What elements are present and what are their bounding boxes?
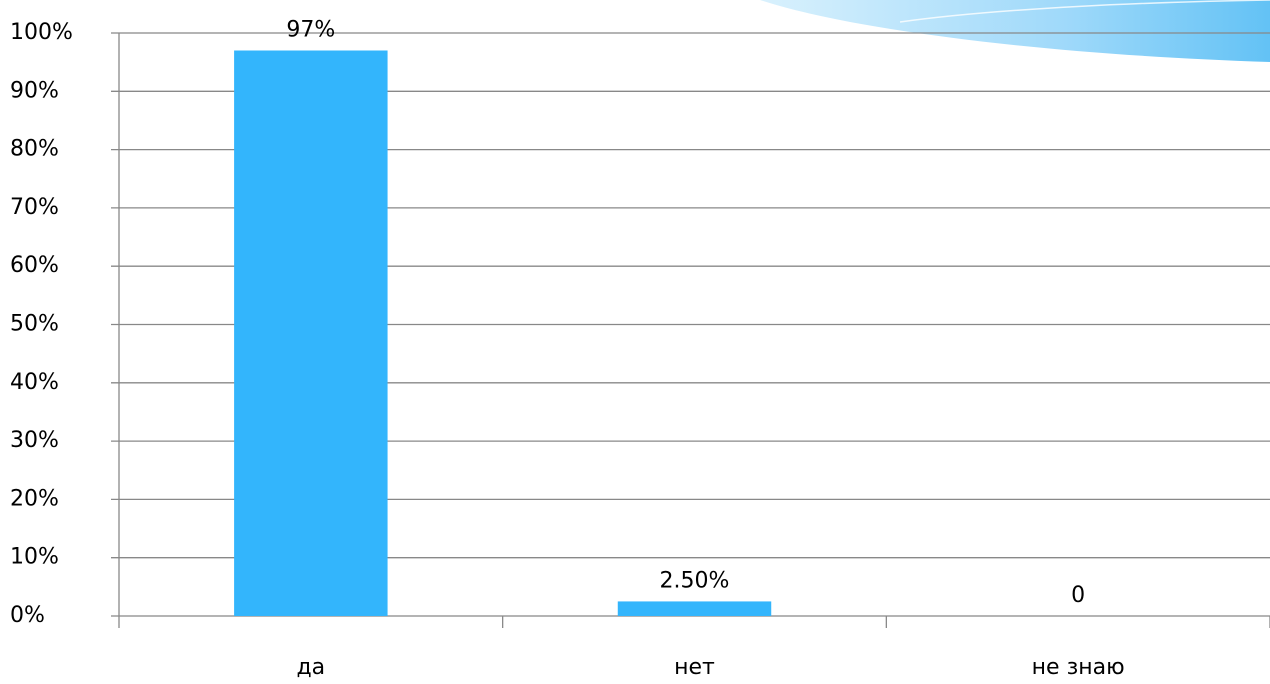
y-tick-label: 70% [10, 195, 59, 220]
data-label: 97% [286, 17, 335, 42]
y-tick-label: 50% [10, 312, 59, 337]
y-tick-label: 20% [10, 486, 59, 511]
y-tick-label: 90% [10, 78, 59, 103]
data-label: 2.50% [660, 568, 730, 593]
y-tick-label: 0% [10, 603, 45, 628]
y-tick-label: 10% [10, 545, 59, 570]
x-tick-label: не знаю [1032, 655, 1125, 680]
x-tick-label: нет [674, 655, 715, 680]
data-label: 0 [1071, 583, 1085, 608]
y-tick-label: 60% [10, 253, 59, 278]
y-tick-label: 40% [10, 370, 59, 395]
decoration [760, 0, 1270, 62]
decoration-line [899, 0, 1270, 23]
bar [617, 601, 772, 616]
y-tick-label: 100% [10, 20, 73, 45]
x-tick-label: да [296, 655, 325, 680]
bar [234, 50, 388, 617]
y-tick-label: 80% [10, 137, 59, 162]
y-tick-label: 30% [10, 428, 59, 453]
